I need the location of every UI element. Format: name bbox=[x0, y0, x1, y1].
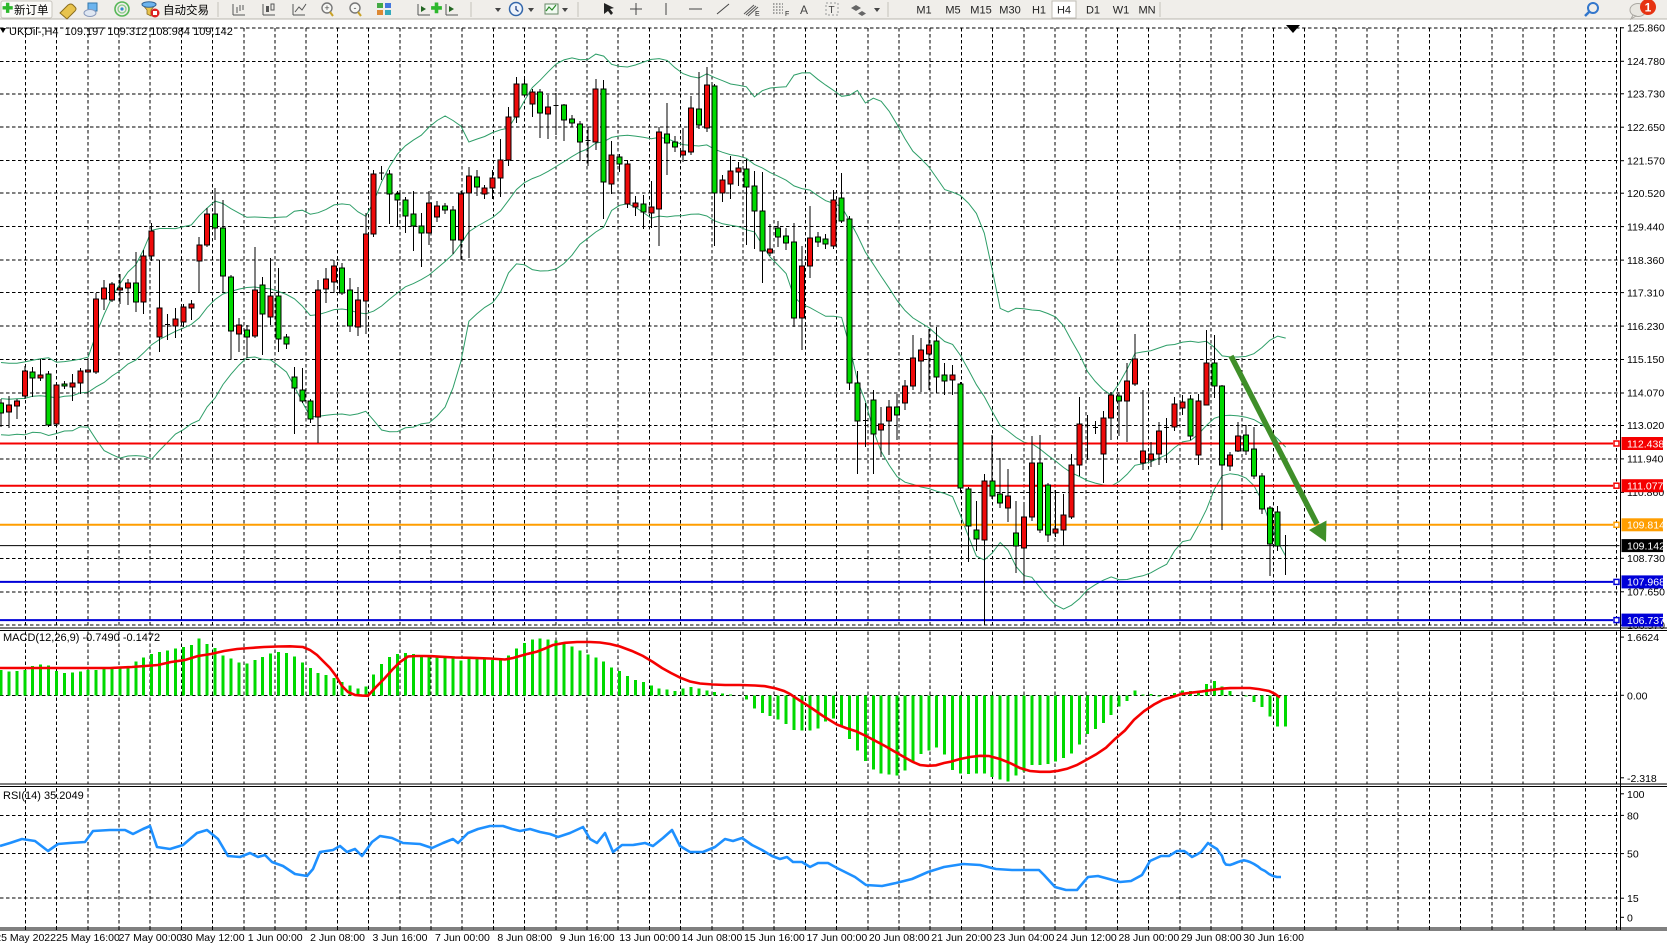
svg-text:1.6624: 1.6624 bbox=[1627, 632, 1659, 644]
svg-text:116.230: 116.230 bbox=[1627, 321, 1664, 333]
svg-text:120.520: 120.520 bbox=[1627, 188, 1665, 200]
svg-text:107.650: 107.650 bbox=[1627, 587, 1665, 599]
svg-text:117.310: 117.310 bbox=[1627, 287, 1664, 299]
svg-text:109.814: 109.814 bbox=[1627, 520, 1665, 532]
svg-text:125.860: 125.860 bbox=[1627, 23, 1665, 35]
svg-text:118.360: 118.360 bbox=[1627, 255, 1664, 267]
svg-text:119.440: 119.440 bbox=[1627, 221, 1664, 233]
svg-text:M5: M5 bbox=[945, 5, 960, 17]
svg-text:E: E bbox=[755, 11, 760, 18]
svg-text:UKOil-,H4 109.197 109.312 108: UKOil-,H4 109.197 109.312 108.984 109.14… bbox=[9, 26, 233, 38]
svg-text:112.438: 112.438 bbox=[1627, 438, 1664, 450]
svg-text:80: 80 bbox=[1627, 810, 1639, 822]
svg-text:21 Jun 20:00: 21 Jun 20:00 bbox=[931, 932, 992, 944]
svg-text:1: 1 bbox=[1645, 1, 1652, 15]
svg-text:M30: M30 bbox=[999, 5, 1020, 17]
svg-text:15 Jun 16:00: 15 Jun 16:00 bbox=[744, 932, 805, 944]
svg-text:1 Jun 00:00: 1 Jun 00:00 bbox=[248, 932, 303, 944]
svg-text:114.070: 114.070 bbox=[1627, 388, 1664, 400]
svg-text:27 May 00:00: 27 May 00:00 bbox=[119, 932, 183, 944]
svg-text:121.570: 121.570 bbox=[1627, 155, 1665, 167]
svg-text:50: 50 bbox=[1627, 849, 1639, 861]
svg-text:100: 100 bbox=[1627, 789, 1645, 801]
svg-text:15: 15 bbox=[1627, 893, 1639, 905]
svg-text:RSI(14) 35.2049: RSI(14) 35.2049 bbox=[3, 790, 84, 802]
svg-text:7 Jun 00:00: 7 Jun 00:00 bbox=[435, 932, 490, 944]
svg-text:17 Jun 00:00: 17 Jun 00:00 bbox=[806, 932, 867, 944]
svg-text:20 Jun 08:00: 20 Jun 08:00 bbox=[869, 932, 930, 944]
svg-text:30 May 12:00: 30 May 12:00 bbox=[181, 932, 245, 944]
svg-text:113.020: 113.020 bbox=[1627, 420, 1664, 432]
svg-text:3 Jun 16:00: 3 Jun 16:00 bbox=[373, 932, 428, 944]
svg-text:-: - bbox=[354, 3, 357, 13]
svg-text:25 May 2022: 25 May 2022 bbox=[0, 932, 56, 944]
svg-text:123.730: 123.730 bbox=[1627, 89, 1665, 101]
svg-text:H4: H4 bbox=[1057, 5, 1071, 17]
svg-text:124.780: 124.780 bbox=[1627, 56, 1665, 68]
svg-text:106.737: 106.737 bbox=[1627, 615, 1665, 627]
svg-text:115.150: 115.150 bbox=[1627, 354, 1664, 366]
svg-text:0.00: 0.00 bbox=[1627, 690, 1648, 702]
svg-text:MACD(12,26,9) -0.7490 -0.1472: MACD(12,26,9) -0.7490 -0.1472 bbox=[3, 632, 160, 644]
svg-text:122.650: 122.650 bbox=[1627, 122, 1665, 134]
svg-text:W1: W1 bbox=[1113, 5, 1130, 17]
svg-text:M1: M1 bbox=[916, 5, 931, 17]
svg-text:M15: M15 bbox=[970, 5, 991, 17]
svg-text:111.940: 111.940 bbox=[1627, 454, 1664, 466]
svg-text:13 Jun 00:00: 13 Jun 00:00 bbox=[619, 932, 680, 944]
svg-text:28 Jun 00:00: 28 Jun 00:00 bbox=[1118, 932, 1179, 944]
svg-text:+: + bbox=[324, 3, 329, 13]
svg-text:9 Jun 16:00: 9 Jun 16:00 bbox=[560, 932, 615, 944]
svg-text:111.077: 111.077 bbox=[1627, 481, 1664, 493]
svg-text:109.142: 109.142 bbox=[1627, 540, 1665, 552]
svg-text:MN: MN bbox=[1138, 5, 1155, 17]
svg-text:23 Jun 04:00: 23 Jun 04:00 bbox=[994, 932, 1055, 944]
svg-text:24 Jun 12:00: 24 Jun 12:00 bbox=[1056, 932, 1117, 944]
svg-text:25 May 16:00: 25 May 16:00 bbox=[56, 932, 120, 944]
svg-text:2 Jun 08:00: 2 Jun 08:00 bbox=[310, 932, 365, 944]
svg-text:自动交易: 自动交易 bbox=[163, 3, 209, 17]
svg-text:14 Jun 08:00: 14 Jun 08:00 bbox=[682, 932, 743, 944]
svg-text:H1: H1 bbox=[1032, 5, 1046, 17]
svg-text:8 Jun 08:00: 8 Jun 08:00 bbox=[497, 932, 552, 944]
svg-text:新订单: 新订单 bbox=[14, 3, 49, 17]
svg-text:D1: D1 bbox=[1086, 5, 1100, 17]
svg-text:-2.318: -2.318 bbox=[1627, 773, 1657, 785]
svg-text:A: A bbox=[800, 3, 808, 17]
svg-text:T: T bbox=[829, 5, 835, 16]
svg-text:30 Jun 16:00: 30 Jun 16:00 bbox=[1243, 932, 1304, 944]
svg-text:108.730: 108.730 bbox=[1627, 553, 1665, 565]
svg-text:29 Jun 08:00: 29 Jun 08:00 bbox=[1181, 932, 1242, 944]
svg-text:107.968: 107.968 bbox=[1627, 577, 1665, 589]
svg-text:F: F bbox=[785, 11, 789, 18]
svg-text:0: 0 bbox=[1627, 912, 1633, 924]
